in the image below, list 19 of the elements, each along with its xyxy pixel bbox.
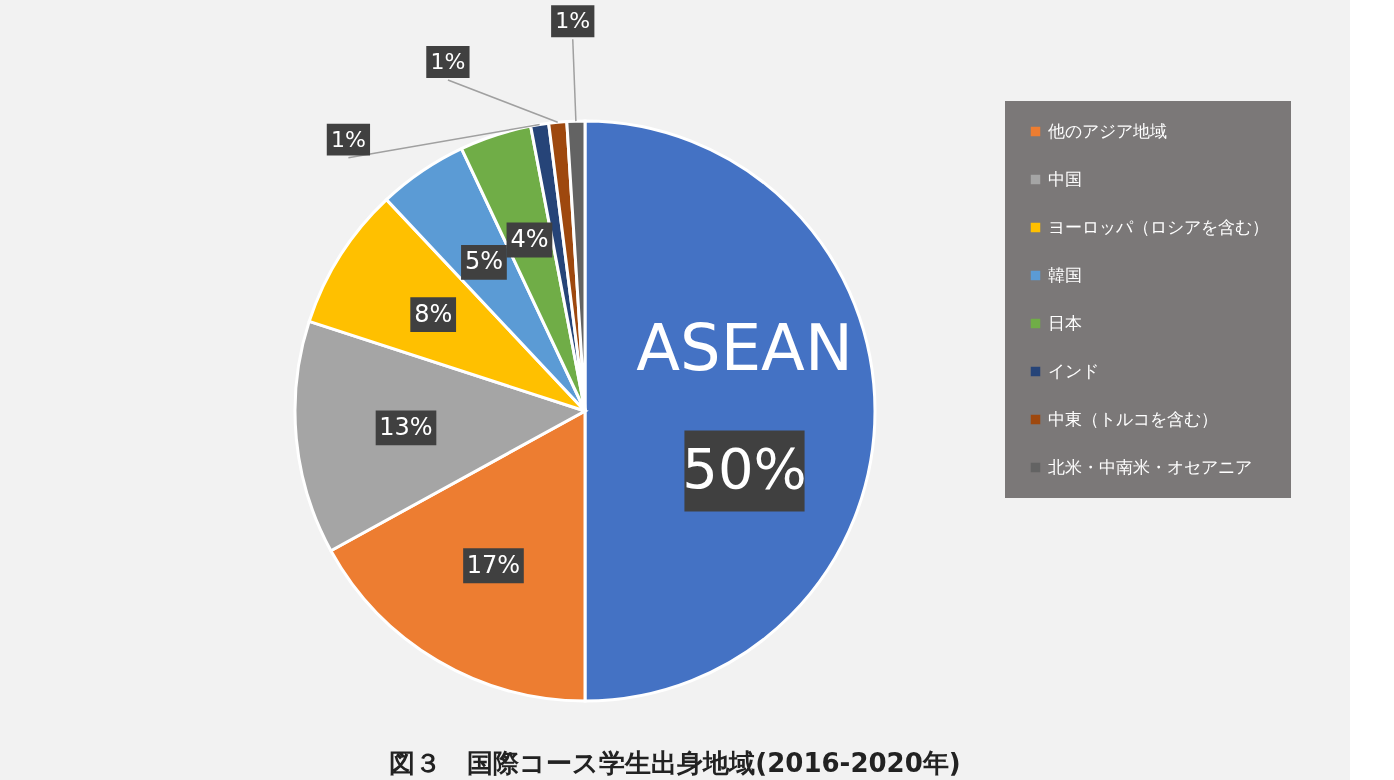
data-label: 5% <box>464 247 503 276</box>
data-label: 13% <box>379 412 433 441</box>
legend-label: 北米・中南米・オセアニア <box>1048 456 1252 477</box>
data-label: 50% <box>682 436 807 501</box>
data-label: 17% <box>466 550 521 579</box>
text: 図３ 国際コース学生出身地域(2016-2020年) <box>389 748 961 778</box>
legend-label: 中東（トルコを含む） <box>1048 408 1218 429</box>
legend-label: ヨーロッパ（ロシアを含む） <box>1048 216 1269 237</box>
legend-label: 他のアジア地域 <box>1048 120 1167 141</box>
data-label: 1% <box>330 126 366 152</box>
data-label: 8% <box>414 299 453 328</box>
legend-label: インド <box>1048 360 1099 381</box>
legend-label: 韓国 <box>1048 264 1082 285</box>
data-label: 1% <box>430 48 466 74</box>
legend-label: 中国 <box>1048 168 1082 189</box>
data-label: 1% <box>555 8 591 34</box>
slice-label: ASEAN <box>636 311 853 385</box>
legend-label: 日本 <box>1048 312 1082 333</box>
data-label: 4% <box>510 225 549 253</box>
